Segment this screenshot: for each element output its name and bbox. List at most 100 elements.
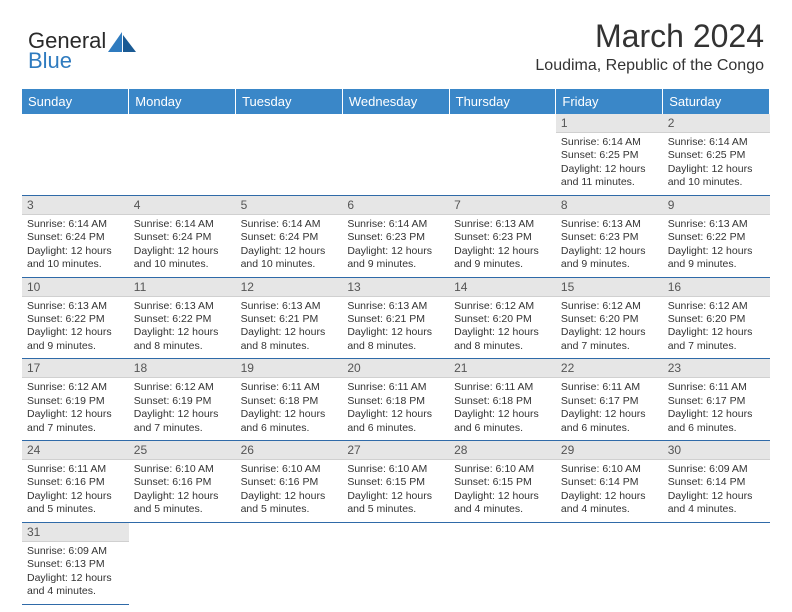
day-cell: 29Sunrise: 6:10 AMSunset: 6:14 PMDayligh… bbox=[556, 441, 663, 523]
day-header: Saturday bbox=[663, 89, 770, 114]
sunrise-line: Sunrise: 6:13 AM bbox=[347, 300, 444, 313]
day-cell: 5Sunrise: 6:14 AMSunset: 6:24 PMDaylight… bbox=[236, 195, 343, 277]
sunset-line: Sunset: 6:15 PM bbox=[454, 476, 551, 489]
sunset-line: Sunset: 6:23 PM bbox=[347, 231, 444, 244]
day-number: 27 bbox=[342, 441, 449, 460]
day-cell: 12Sunrise: 6:13 AMSunset: 6:21 PMDayligh… bbox=[236, 277, 343, 359]
sunrise-line: Sunrise: 6:13 AM bbox=[561, 218, 658, 231]
day-body: Sunrise: 6:11 AMSunset: 6:16 PMDaylight:… bbox=[22, 460, 129, 522]
day-body: Sunrise: 6:13 AMSunset: 6:21 PMDaylight:… bbox=[342, 297, 449, 359]
sunrise-line: Sunrise: 6:10 AM bbox=[561, 463, 658, 476]
sunset-line: Sunset: 6:23 PM bbox=[454, 231, 551, 244]
day-body: Sunrise: 6:10 AMSunset: 6:15 PMDaylight:… bbox=[449, 460, 556, 522]
calendar-row: 31Sunrise: 6:09 AMSunset: 6:13 PMDayligh… bbox=[22, 522, 770, 604]
sunset-line: Sunset: 6:24 PM bbox=[27, 231, 124, 244]
daylight-line: Daylight: 12 hours and 5 minutes. bbox=[134, 490, 231, 517]
day-cell: 10Sunrise: 6:13 AMSunset: 6:22 PMDayligh… bbox=[22, 277, 129, 359]
day-number: 11 bbox=[129, 278, 236, 297]
sunset-line: Sunset: 6:25 PM bbox=[668, 149, 765, 162]
day-body: Sunrise: 6:14 AMSunset: 6:25 PMDaylight:… bbox=[663, 133, 770, 195]
blank-cell bbox=[663, 522, 770, 604]
calendar-row: 24Sunrise: 6:11 AMSunset: 6:16 PMDayligh… bbox=[22, 441, 770, 523]
sunset-line: Sunset: 6:21 PM bbox=[347, 313, 444, 326]
day-cell: 2Sunrise: 6:14 AMSunset: 6:25 PMDaylight… bbox=[663, 114, 770, 195]
sunrise-line: Sunrise: 6:13 AM bbox=[27, 300, 124, 313]
day-cell: 15Sunrise: 6:12 AMSunset: 6:20 PMDayligh… bbox=[556, 277, 663, 359]
sunrise-line: Sunrise: 6:14 AM bbox=[668, 136, 765, 149]
day-cell: 26Sunrise: 6:10 AMSunset: 6:16 PMDayligh… bbox=[236, 441, 343, 523]
day-number: 22 bbox=[556, 359, 663, 378]
day-number: 20 bbox=[342, 359, 449, 378]
day-body: Sunrise: 6:12 AMSunset: 6:19 PMDaylight:… bbox=[22, 378, 129, 440]
day-body: Sunrise: 6:14 AMSunset: 6:24 PMDaylight:… bbox=[22, 215, 129, 277]
day-body: Sunrise: 6:14 AMSunset: 6:23 PMDaylight:… bbox=[342, 215, 449, 277]
brand-name-2: Blue bbox=[28, 50, 106, 72]
day-number: 4 bbox=[129, 196, 236, 215]
day-number: 25 bbox=[129, 441, 236, 460]
day-header: Tuesday bbox=[236, 89, 343, 114]
day-number: 30 bbox=[663, 441, 770, 460]
sunrise-line: Sunrise: 6:14 AM bbox=[347, 218, 444, 231]
day-cell: 31Sunrise: 6:09 AMSunset: 6:13 PMDayligh… bbox=[22, 522, 129, 604]
daylight-line: Daylight: 12 hours and 10 minutes. bbox=[27, 245, 124, 272]
daylight-line: Daylight: 12 hours and 6 minutes. bbox=[561, 408, 658, 435]
day-body: Sunrise: 6:11 AMSunset: 6:18 PMDaylight:… bbox=[342, 378, 449, 440]
sunset-line: Sunset: 6:22 PM bbox=[27, 313, 124, 326]
sunset-line: Sunset: 6:20 PM bbox=[454, 313, 551, 326]
sunrise-line: Sunrise: 6:11 AM bbox=[454, 381, 551, 394]
day-body: Sunrise: 6:12 AMSunset: 6:20 PMDaylight:… bbox=[556, 297, 663, 359]
day-cell: 11Sunrise: 6:13 AMSunset: 6:22 PMDayligh… bbox=[129, 277, 236, 359]
sunset-line: Sunset: 6:19 PM bbox=[134, 395, 231, 408]
day-number: 1 bbox=[556, 114, 663, 133]
day-number: 21 bbox=[449, 359, 556, 378]
daylight-line: Daylight: 12 hours and 7 minutes. bbox=[27, 408, 124, 435]
calendar-body: 1Sunrise: 6:14 AMSunset: 6:25 PMDaylight… bbox=[22, 114, 770, 604]
day-body: Sunrise: 6:14 AMSunset: 6:24 PMDaylight:… bbox=[236, 215, 343, 277]
day-cell: 18Sunrise: 6:12 AMSunset: 6:19 PMDayligh… bbox=[129, 359, 236, 441]
day-cell: 14Sunrise: 6:12 AMSunset: 6:20 PMDayligh… bbox=[449, 277, 556, 359]
day-number: 7 bbox=[449, 196, 556, 215]
day-number: 6 bbox=[342, 196, 449, 215]
day-cell: 4Sunrise: 6:14 AMSunset: 6:24 PMDaylight… bbox=[129, 195, 236, 277]
blank-cell bbox=[342, 114, 449, 195]
day-header: Wednesday bbox=[342, 89, 449, 114]
daylight-line: Daylight: 12 hours and 7 minutes. bbox=[668, 326, 765, 353]
sunrise-line: Sunrise: 6:14 AM bbox=[27, 218, 124, 231]
day-number: 9 bbox=[663, 196, 770, 215]
daylight-line: Daylight: 12 hours and 6 minutes. bbox=[454, 408, 551, 435]
day-number: 28 bbox=[449, 441, 556, 460]
sunrise-line: Sunrise: 6:12 AM bbox=[134, 381, 231, 394]
sunrise-line: Sunrise: 6:10 AM bbox=[241, 463, 338, 476]
day-body: Sunrise: 6:13 AMSunset: 6:23 PMDaylight:… bbox=[556, 215, 663, 277]
blank-cell bbox=[449, 114, 556, 195]
sunrise-line: Sunrise: 6:14 AM bbox=[241, 218, 338, 231]
day-body: Sunrise: 6:12 AMSunset: 6:19 PMDaylight:… bbox=[129, 378, 236, 440]
calendar-row: 3Sunrise: 6:14 AMSunset: 6:24 PMDaylight… bbox=[22, 195, 770, 277]
sunset-line: Sunset: 6:18 PM bbox=[241, 395, 338, 408]
day-number: 12 bbox=[236, 278, 343, 297]
daylight-line: Daylight: 12 hours and 9 minutes. bbox=[668, 245, 765, 272]
day-number: 8 bbox=[556, 196, 663, 215]
sunset-line: Sunset: 6:16 PM bbox=[27, 476, 124, 489]
sunrise-line: Sunrise: 6:12 AM bbox=[454, 300, 551, 313]
day-number: 2 bbox=[663, 114, 770, 133]
sunset-line: Sunset: 6:22 PM bbox=[134, 313, 231, 326]
daylight-line: Daylight: 12 hours and 9 minutes. bbox=[347, 245, 444, 272]
day-number: 13 bbox=[342, 278, 449, 297]
daylight-line: Daylight: 12 hours and 5 minutes. bbox=[347, 490, 444, 517]
daylight-line: Daylight: 12 hours and 8 minutes. bbox=[454, 326, 551, 353]
day-number: 17 bbox=[22, 359, 129, 378]
sunset-line: Sunset: 6:18 PM bbox=[347, 395, 444, 408]
sunrise-line: Sunrise: 6:10 AM bbox=[134, 463, 231, 476]
day-cell: 19Sunrise: 6:11 AMSunset: 6:18 PMDayligh… bbox=[236, 359, 343, 441]
daylight-line: Daylight: 12 hours and 8 minutes. bbox=[241, 326, 338, 353]
daylight-line: Daylight: 12 hours and 5 minutes. bbox=[241, 490, 338, 517]
blank-cell bbox=[129, 114, 236, 195]
month-title: March 2024 bbox=[535, 18, 764, 55]
sunset-line: Sunset: 6:20 PM bbox=[668, 313, 765, 326]
calendar-head: SundayMondayTuesdayWednesdayThursdayFrid… bbox=[22, 89, 770, 114]
daylight-line: Daylight: 12 hours and 7 minutes. bbox=[134, 408, 231, 435]
sunset-line: Sunset: 6:21 PM bbox=[241, 313, 338, 326]
sunset-line: Sunset: 6:24 PM bbox=[134, 231, 231, 244]
daylight-line: Daylight: 12 hours and 7 minutes. bbox=[561, 326, 658, 353]
